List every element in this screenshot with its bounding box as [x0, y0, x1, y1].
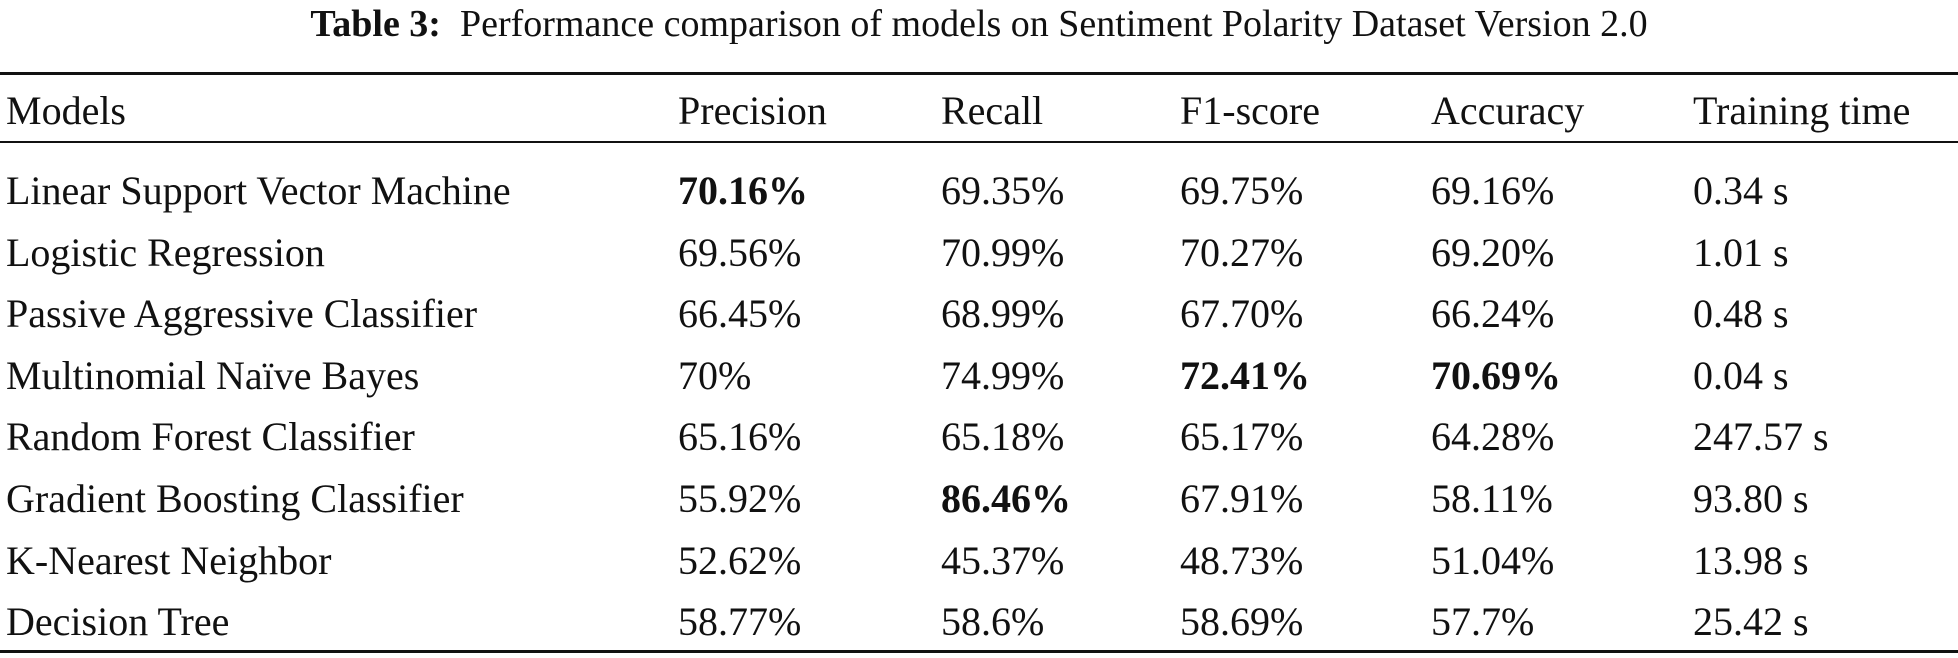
table-bottom-rule [0, 650, 1958, 653]
table-row: Random Forest Classifier 65.16% 65.18% 65.1… [0, 406, 1958, 467]
table-row: Logistic Regression 69.56% 70.99% 70.27% 69.… [0, 222, 1958, 283]
cell-accuracy: 57.7% [1431, 599, 1535, 645]
cell-model: Passive Aggressive Classifier [6, 291, 478, 337]
table-row: Passive Aggressive Classifier 66.45% 68.99… [0, 283, 1958, 344]
cell-accuracy: 66.24% [1431, 291, 1555, 337]
table-caption-label: Table 3: [310, 3, 441, 45]
cell-precision: 70% [678, 352, 752, 398]
cell-model: Linear Support Vector Machine [6, 168, 511, 213]
header-training-time: Training time [1693, 88, 1911, 133]
header-models: Models [6, 88, 126, 133]
cell-accuracy: 64.28% [1431, 414, 1555, 460]
cell-training-time: 13.98 s [1693, 537, 1809, 583]
cell-f1-score: 58.69% [1180, 599, 1304, 645]
cell-recall: 70.99% [941, 229, 1065, 275]
table-caption-text: Performance comparison of models on Sent… [459, 3, 1648, 45]
cell-recall: 58.6% [941, 599, 1045, 645]
cell-training-time: 0.34 s [1693, 168, 1789, 213]
table-header-rule [0, 141, 1958, 143]
cell-training-time: 0.48 s [1693, 291, 1789, 337]
header-precision: Precision [678, 88, 827, 133]
cell-precision: 69.56% [678, 229, 802, 275]
cell-model: Gradient Boosting Classifier [6, 476, 464, 521]
cell-accuracy: 58.11% [1431, 476, 1553, 521]
cell-f1-score: 72.41% [1180, 352, 1310, 398]
cell-model: Decision Tree [6, 599, 230, 645]
header-accuracy: Accuracy [1431, 88, 1585, 133]
cell-recall: 68.99% [941, 291, 1065, 337]
cell-f1-score: 70.27% [1180, 229, 1304, 275]
cell-accuracy: 69.20% [1431, 229, 1555, 275]
cell-precision: 58.77% [678, 599, 802, 645]
table-row: K-Nearest Neighbor 52.62% 45.37% 48.73% 51.0… [0, 530, 1958, 591]
table-row: Decision Tree 58.77% 58.6% 58.69% 57.7% 25.42… [0, 591, 1958, 652]
cell-recall: 86.46% [941, 476, 1071, 521]
cell-model: K-Nearest Neighbor [6, 537, 332, 583]
cell-accuracy: 69.16% [1431, 168, 1555, 213]
cell-training-time: 1.01 s [1693, 229, 1789, 275]
cell-model: Logistic Regression [6, 229, 325, 275]
cell-f1-score: 48.73% [1180, 537, 1304, 583]
cell-recall: 45.37% [941, 537, 1065, 583]
cell-training-time: 93.80 s [1693, 476, 1809, 521]
cell-precision: 52.62% [678, 537, 802, 583]
header-recall: Recall [941, 88, 1044, 133]
cell-precision: 55.92% [678, 476, 802, 521]
table-row: Multinomial Naïve Bayes 70% 74.99% 72.41% 70… [0, 345, 1958, 406]
table-top-rule [0, 72, 1958, 75]
cell-precision: 70.16% [678, 168, 808, 213]
cell-f1-score: 69.75% [1180, 168, 1304, 213]
cell-training-time: 247.57 s [1693, 414, 1829, 460]
cell-training-time: 25.42 s [1693, 599, 1809, 645]
cell-recall: 74.99% [941, 352, 1065, 398]
table-row: Linear Support Vector Machine 70.16% 69.35… [0, 160, 1958, 221]
cell-model: Random Forest Classifier [6, 414, 415, 460]
cell-accuracy: 51.04% [1431, 537, 1555, 583]
table-header-row: Models Precision Recall F1-score Accurac… [0, 80, 1958, 141]
header-f1-score: F1-score [1180, 88, 1320, 133]
cell-model: Multinomial Naïve Bayes [6, 352, 420, 398]
cell-precision: 66.45% [678, 291, 802, 337]
table-row: Gradient Boosting Classifier 55.92% 86.46%… [0, 468, 1958, 529]
cell-f1-score: 67.70% [1180, 291, 1304, 337]
cell-recall: 69.35% [941, 168, 1065, 213]
cell-recall: 65.18% [941, 414, 1065, 460]
cell-f1-score: 67.91% [1180, 476, 1304, 521]
cell-accuracy: 70.69% [1431, 352, 1561, 398]
cell-precision: 65.16% [678, 414, 802, 460]
table-caption: Table 3: Performance comparison of model… [0, 0, 1958, 58]
cell-training-time: 0.04 s [1693, 352, 1789, 398]
cell-f1-score: 65.17% [1180, 414, 1304, 460]
